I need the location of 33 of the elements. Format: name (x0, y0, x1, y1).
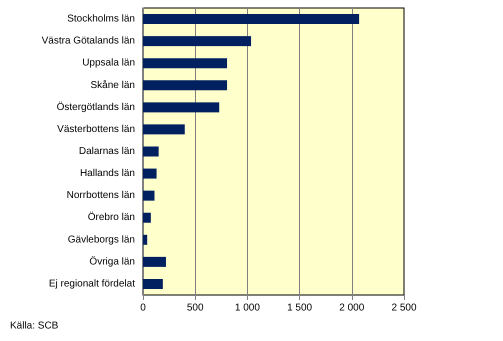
y-tick-label: Stockholms län (67, 14, 135, 25)
bar (143, 146, 159, 156)
x-tick-label: 2 500 (391, 302, 417, 314)
bar (143, 80, 228, 90)
bar (143, 168, 157, 179)
bar (143, 256, 166, 267)
y-tick-label: Uppsala län (82, 58, 135, 69)
bar (143, 58, 228, 68)
bar (143, 124, 185, 134)
bar (143, 102, 220, 112)
x-tick-label: 2 000 (339, 302, 365, 314)
x-tick-label: 1 000 (234, 302, 260, 314)
y-tick-label: Örebro län (88, 211, 135, 224)
text: Källa: SCB (10, 320, 59, 332)
y-tick-label: Norrbottens län (66, 190, 135, 202)
y-tick-label: Västerbottens län (57, 124, 135, 135)
y-tick-label: Gävleborgs län (68, 234, 135, 246)
bar (143, 278, 163, 289)
y-tick-label: Skåne län (90, 78, 135, 91)
x-tick-label: 500 (186, 302, 204, 314)
y-tick-label: Östergötlands län (56, 100, 135, 113)
y-tick-label: Västra Götalands län (42, 36, 135, 47)
y-tick-label: Övriga län (89, 255, 135, 268)
bar (143, 212, 151, 223)
bar (143, 36, 252, 46)
y-tick-label: Hallands län (80, 168, 135, 180)
y-tick-label: Dalarnas län (78, 146, 135, 157)
bar (143, 14, 360, 24)
x-tick-label: 0 (140, 302, 146, 314)
y-tick-label: Ej regionalt fördelat (48, 278, 136, 290)
x-tick-label: 1 500 (287, 302, 313, 314)
bar (143, 234, 148, 245)
bar (143, 190, 154, 201)
